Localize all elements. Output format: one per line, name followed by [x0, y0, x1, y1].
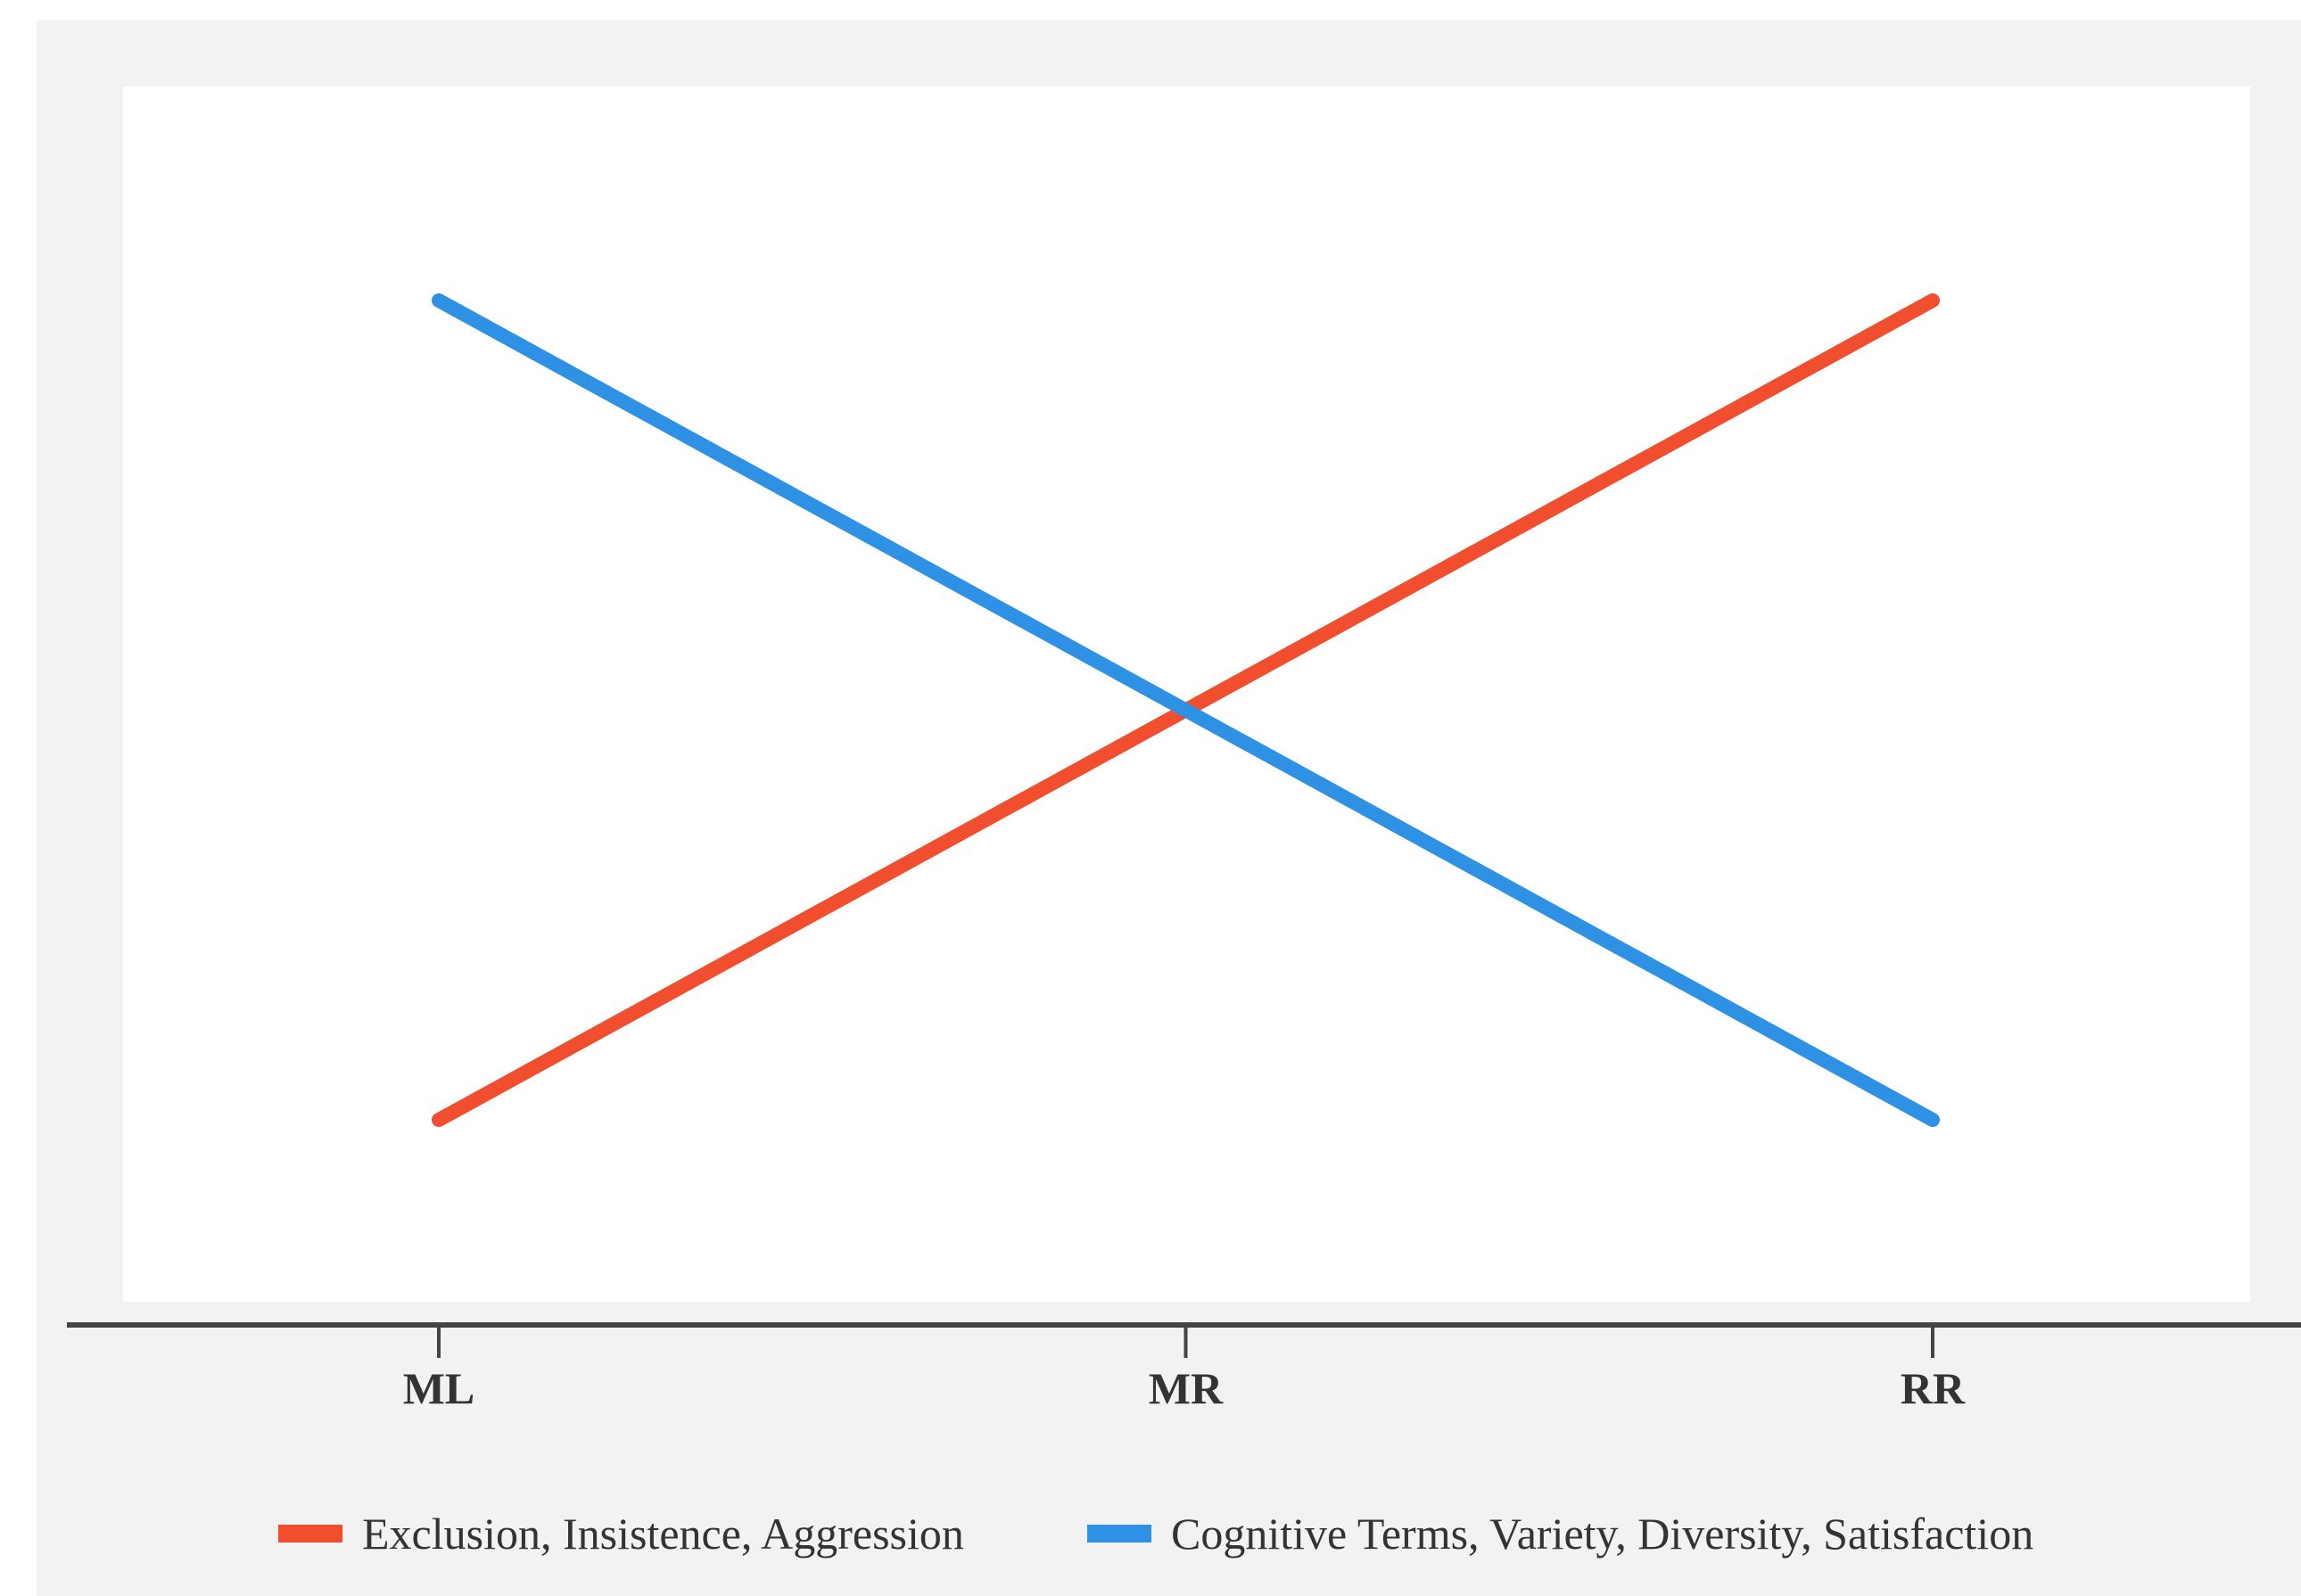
x-axis: ML MR RR: [403, 1325, 1966, 1413]
series-2-point-2[interactable]: [1183, 707, 1189, 713]
x-tick-label-3: RR: [1901, 1363, 1966, 1413]
series-1-point-1[interactable]: [436, 1117, 441, 1123]
legend-label-1[interactable]: Exclusion, Insistence, Aggression: [362, 1509, 964, 1559]
x-tick-label-1: ML: [403, 1363, 475, 1413]
x-tick-label-2: MR: [1149, 1363, 1224, 1413]
legend[interactable]: Exclusion, Insistence, Aggression Cogniti…: [278, 1509, 2033, 1559]
legend-label-2[interactable]: Cognitive Terms, Variety, Diversity, Sat…: [1171, 1509, 2033, 1559]
legend-swatch-2[interactable]: [1087, 1525, 1151, 1543]
series-2-point-3[interactable]: [1930, 1117, 1935, 1123]
series-2-point-1[interactable]: [436, 298, 441, 303]
legend-swatch-1[interactable]: [278, 1525, 342, 1543]
series-layer: [432, 293, 1940, 1127]
series-1-point-3[interactable]: [1930, 298, 1935, 303]
